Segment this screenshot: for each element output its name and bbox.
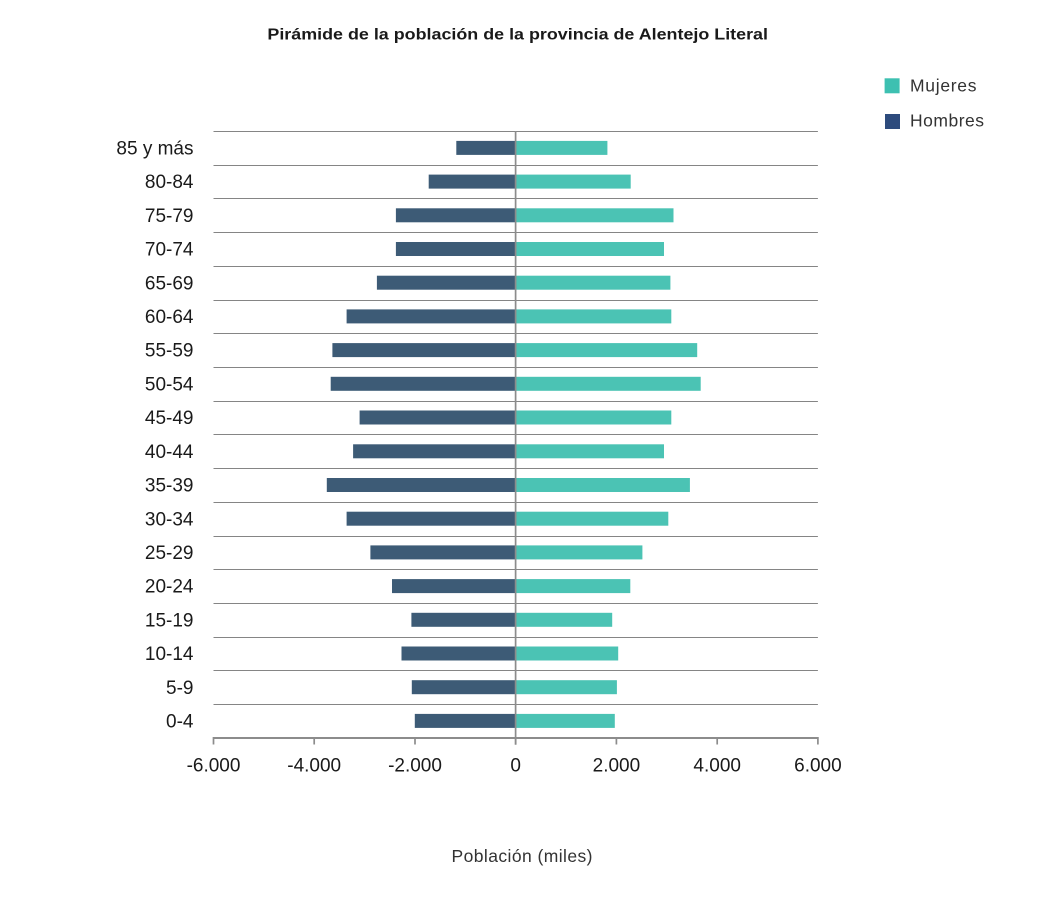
svg-text:Mujeres: Mujeres	[910, 76, 977, 96]
svg-text:40-44: 40-44	[145, 442, 194, 463]
svg-text:10-14: 10-14	[145, 644, 194, 665]
svg-text:35-39: 35-39	[145, 476, 194, 497]
svg-text:65-69: 65-69	[145, 273, 194, 294]
svg-text:0: 0	[510, 756, 521, 777]
svg-text:30-34: 30-34	[145, 509, 194, 530]
svg-text:5-9: 5-9	[166, 678, 193, 699]
svg-text:15-19: 15-19	[145, 610, 194, 631]
svg-text:4.000: 4.000	[693, 756, 741, 777]
svg-text:-6.000: -6.000	[187, 756, 241, 777]
svg-text:Población (miles): Población (miles)	[452, 846, 593, 866]
svg-text:50-54: 50-54	[145, 374, 194, 395]
svg-text:Pirámide de la población de la: Pirámide de la población de la provincia…	[267, 27, 768, 44]
svg-text:85 y más: 85 y más	[116, 139, 193, 160]
svg-text:6.000: 6.000	[794, 756, 842, 777]
svg-text:-2.000: -2.000	[388, 756, 442, 777]
svg-text:2.000: 2.000	[593, 756, 641, 777]
svg-text:Hombres: Hombres	[910, 111, 984, 131]
svg-text:75-79: 75-79	[145, 206, 194, 227]
svg-text:45-49: 45-49	[145, 408, 194, 429]
svg-text:55-59: 55-59	[145, 341, 194, 362]
svg-text:80-84: 80-84	[145, 172, 194, 193]
svg-text:25-29: 25-29	[145, 543, 194, 564]
svg-text:0-4: 0-4	[166, 712, 194, 733]
svg-text:70-74: 70-74	[145, 240, 194, 261]
svg-text:20-24: 20-24	[145, 577, 194, 598]
svg-text:60-64: 60-64	[145, 307, 194, 328]
svg-text:-4.000: -4.000	[287, 756, 341, 777]
